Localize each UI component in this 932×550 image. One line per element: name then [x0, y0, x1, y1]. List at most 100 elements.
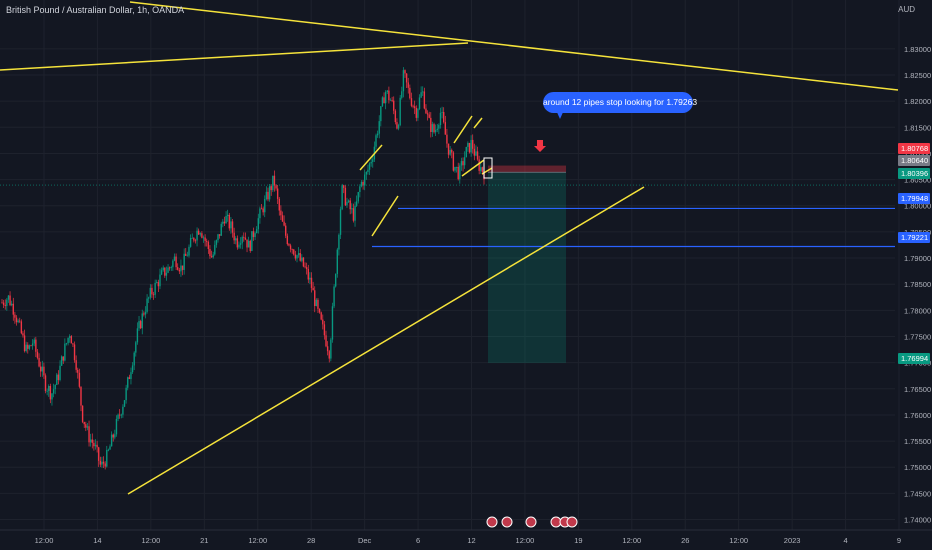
candle-body — [99, 460, 102, 465]
price-label-bg — [898, 193, 930, 204]
candle-body — [251, 231, 253, 251]
candle-body — [233, 232, 235, 241]
y-tick-label: 1.76500 — [904, 385, 931, 394]
x-tick-label: 12 — [467, 536, 475, 545]
candle-body — [334, 274, 337, 287]
candle-body — [317, 299, 319, 309]
candle-body — [249, 240, 251, 251]
candle-body — [106, 450, 108, 467]
candle-body — [467, 142, 469, 147]
candle-body — [410, 98, 413, 106]
candle-body — [170, 267, 172, 269]
candle-body — [228, 214, 230, 229]
candle-body — [4, 304, 6, 306]
price-label-bg — [898, 168, 930, 179]
candle-body — [273, 175, 276, 186]
candle-body — [267, 191, 269, 200]
candle-body — [256, 229, 258, 234]
candle-body — [438, 125, 440, 129]
candle-body — [209, 249, 211, 257]
candle-body — [422, 91, 424, 93]
candle-body — [136, 328, 139, 343]
candle-body — [442, 112, 445, 123]
candle-body — [162, 267, 164, 271]
price-label: 1.80768 — [901, 144, 928, 153]
candle-body — [183, 253, 185, 270]
x-tick-label: Dec — [358, 536, 372, 545]
candle-body — [194, 240, 197, 242]
candle-body — [457, 166, 459, 180]
trendline — [129, 1, 899, 91]
candle-body — [164, 267, 166, 276]
candle-body — [152, 294, 155, 296]
y-tick-label: 1.77500 — [904, 332, 931, 341]
price-label: 1.76994 — [901, 354, 928, 363]
candle-body — [368, 163, 371, 170]
candle-body — [328, 351, 330, 359]
candle-body — [239, 243, 242, 245]
candle-body — [468, 142, 471, 153]
y-tick-label: 1.81500 — [904, 123, 931, 132]
candle-body — [281, 215, 284, 222]
candle-body — [189, 238, 192, 247]
candle-body — [470, 139, 472, 153]
candle-body — [426, 113, 429, 115]
candle-body — [372, 159, 374, 162]
candle-body — [260, 208, 263, 210]
candle-body — [407, 82, 409, 88]
x-tick-label: 12:00 — [516, 536, 535, 545]
target-zone — [488, 172, 566, 363]
candle-body — [412, 105, 414, 107]
annotation-callout[interactable]: around 12 pipes stop looking for 1.79263 — [543, 92, 697, 113]
candle-body — [286, 235, 289, 245]
trendline — [473, 117, 483, 129]
candle-body — [28, 345, 31, 349]
candle-body — [77, 369, 79, 373]
candle-body — [83, 421, 85, 425]
candle-body — [57, 374, 60, 380]
x-tick-label: 9 — [897, 536, 901, 545]
candle-body — [93, 442, 95, 447]
candle-body — [341, 185, 343, 210]
candle-body — [275, 185, 277, 189]
candle-body — [151, 287, 153, 295]
candle-body — [235, 238, 237, 241]
candle-body — [352, 208, 355, 221]
candle-body — [157, 282, 160, 287]
candle-body — [296, 255, 298, 259]
candle-body — [314, 290, 316, 307]
candle-body — [215, 240, 218, 245]
candle-body — [41, 366, 44, 372]
candle-body — [343, 185, 345, 188]
candle-body — [354, 205, 356, 221]
price-label: 1.80396 — [901, 169, 928, 178]
candle-body — [397, 125, 400, 129]
trendline — [0, 42, 469, 71]
candle-body — [409, 87, 411, 99]
candle-body — [172, 260, 174, 268]
candle-body — [30, 345, 32, 347]
candle-body — [462, 161, 464, 166]
candle-body — [175, 256, 177, 268]
candle-body — [27, 344, 29, 349]
candle-body — [391, 99, 393, 101]
trendline — [461, 159, 485, 177]
candle-body — [278, 198, 280, 211]
arrow-down-icon — [534, 140, 546, 152]
candle-body — [118, 414, 121, 416]
candle-body — [417, 108, 419, 118]
candle-body — [386, 90, 388, 93]
grid — [0, 0, 900, 530]
economic-event-icon — [566, 516, 578, 528]
candle-body — [436, 128, 438, 130]
candle-body — [230, 221, 232, 229]
x-tick-label: 12:00 — [141, 536, 160, 545]
trendline — [359, 144, 383, 171]
candle-body — [114, 434, 116, 438]
candle-body — [381, 97, 384, 107]
candle-body — [101, 461, 103, 465]
time-axis: 12:00 14 12:00 21 12:00 28 Dec 6 12 12:00 19 12:00 2… — [35, 536, 901, 545]
candle-body — [138, 321, 140, 329]
x-tick-label: 6 — [416, 536, 420, 545]
